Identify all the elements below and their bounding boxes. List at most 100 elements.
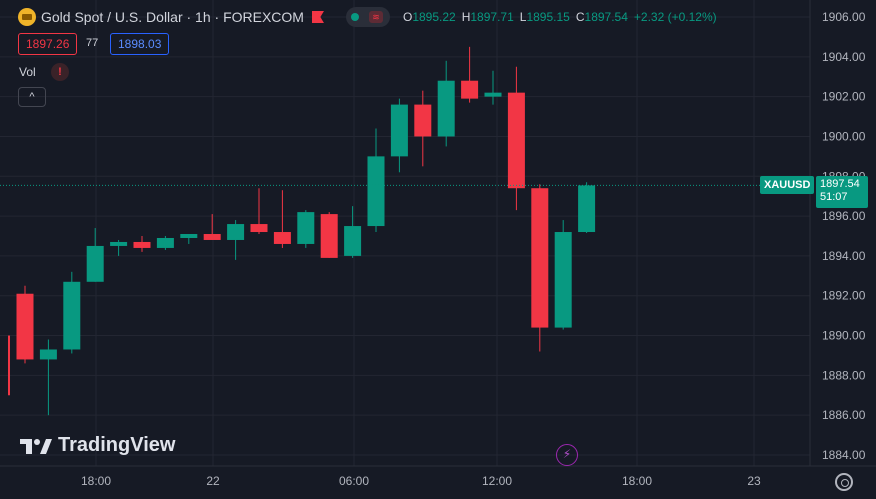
candle (414, 90, 432, 167)
collapse-legend-button[interactable]: ^ (18, 87, 46, 107)
time-tick-label: 12:00 (482, 474, 512, 488)
candle-body (297, 212, 315, 244)
candle (86, 228, 104, 282)
warning-icon[interactable]: ! (51, 63, 69, 81)
candle-body (250, 224, 268, 233)
candle (39, 339, 57, 416)
open-label: O (402, 10, 413, 24)
candle-body (531, 188, 549, 328)
lightning-icon[interactable]: ⚡ (556, 444, 578, 466)
price-tick-label: 1902.00 (822, 90, 866, 104)
tradingview-logo-text: TradingView (58, 434, 176, 456)
candle-body (39, 349, 57, 360)
symbol-title[interactable]: Gold Spot / U.S. Dollar · 1h · FOREXCOM (41, 9, 304, 25)
candle (320, 212, 338, 258)
candle-body (273, 232, 291, 244)
volume-label[interactable]: Vol (19, 65, 36, 79)
candle-body (437, 80, 455, 137)
price-tick-label: 1890.00 (822, 329, 866, 343)
last-price-label: 1897.54 51:07 (816, 176, 868, 208)
candle (297, 210, 315, 248)
candle (461, 46, 479, 103)
candle (578, 182, 596, 234)
spread-value: 77 (86, 37, 99, 49)
price-tick-label: 1896.00 (822, 209, 866, 223)
price-axis[interactable]: 1906.001904.001902.001900.001898.001896.… (822, 10, 866, 462)
candle-body (63, 281, 81, 350)
price-tick-label: 1900.00 (822, 129, 866, 143)
candle (16, 285, 34, 364)
candle-body (367, 156, 385, 227)
candle (390, 98, 408, 173)
candle (250, 188, 268, 235)
last-price-value: 1897.54 (820, 178, 860, 190)
candle-body (203, 234, 221, 240)
candle (180, 234, 198, 244)
time-axis[interactable]: 18:00 22 06:00 12:00 18:00 23 (81, 474, 761, 488)
open-value: 1895.22 (412, 10, 456, 24)
low-label: L (519, 10, 527, 24)
candle-body (344, 226, 362, 256)
market-open-dot-icon (350, 13, 359, 21)
candle (554, 220, 572, 330)
buy-price-button[interactable]: 1898.03 (110, 33, 170, 55)
candle (531, 184, 549, 352)
candle-body (390, 104, 408, 157)
candle (273, 190, 291, 248)
candle-body (578, 185, 596, 233)
candle (203, 214, 221, 240)
candle-body (180, 234, 198, 238)
candle-body (414, 104, 432, 137)
candle-body (16, 293, 34, 360)
time-tick-label: 18:00 (622, 474, 652, 488)
close-value: 1897.54 (584, 10, 628, 24)
gold-bars-icon (18, 8, 36, 26)
time-tick-label: 18:00 (81, 474, 111, 488)
candle-body (133, 241, 151, 248)
symbol-legend: Gold Spot / U.S. Dollar · 1h · FOREXCOM … (18, 7, 717, 27)
symbol-price-tag: XAUUSD (760, 176, 815, 194)
low-value: 1895.15 (526, 10, 570, 24)
sell-price-button[interactable]: 1897.26 (18, 33, 78, 55)
candle-body (110, 241, 128, 246)
close-label: C (575, 10, 585, 24)
candle-body (156, 237, 174, 248)
price-tick-label: 1884.00 (822, 448, 866, 462)
candle-body (507, 92, 525, 189)
candle (437, 60, 455, 147)
price-tick-label: 1906.00 (822, 10, 866, 24)
market-status-toggle[interactable]: ≋ (345, 7, 390, 27)
candle (63, 271, 81, 354)
price-tick-label: 1904.00 (822, 50, 866, 64)
settings-gear-icon[interactable] (835, 473, 853, 491)
tradingview-logo[interactable]: TradingView (20, 434, 175, 457)
candle-series (8, 46, 596, 416)
flag-icon[interactable] (311, 11, 324, 23)
change-value: +2.32 (+0.12%) (633, 10, 717, 24)
candle (484, 70, 502, 105)
ohlc-values: O1895.22 H1897.71 L1895.15 C1897.54 +2.3… (403, 10, 717, 24)
candle-body (554, 232, 572, 328)
candle (367, 128, 385, 233)
candle (227, 220, 245, 260)
candle-body (86, 245, 104, 282)
candle (133, 236, 151, 252)
price-tick-label: 1894.00 (822, 249, 866, 263)
candle (110, 239, 128, 256)
time-tick-label: 06:00 (339, 474, 369, 488)
candle (344, 206, 362, 258)
candle-body (461, 80, 479, 99)
chart-grid (0, 0, 810, 466)
high-label: H (461, 10, 471, 24)
high-value: 1897.71 (470, 10, 514, 24)
time-tick-label: 22 (206, 474, 220, 488)
bar-countdown: 51:07 (820, 191, 848, 203)
tradingview-logo-icon (20, 438, 52, 454)
price-tick-label: 1886.00 (822, 408, 866, 422)
candle (156, 236, 174, 250)
candle-body (227, 224, 245, 240)
candle-body (320, 214, 338, 258)
price-tick-label: 1888.00 (822, 368, 866, 382)
candle (507, 66, 525, 211)
